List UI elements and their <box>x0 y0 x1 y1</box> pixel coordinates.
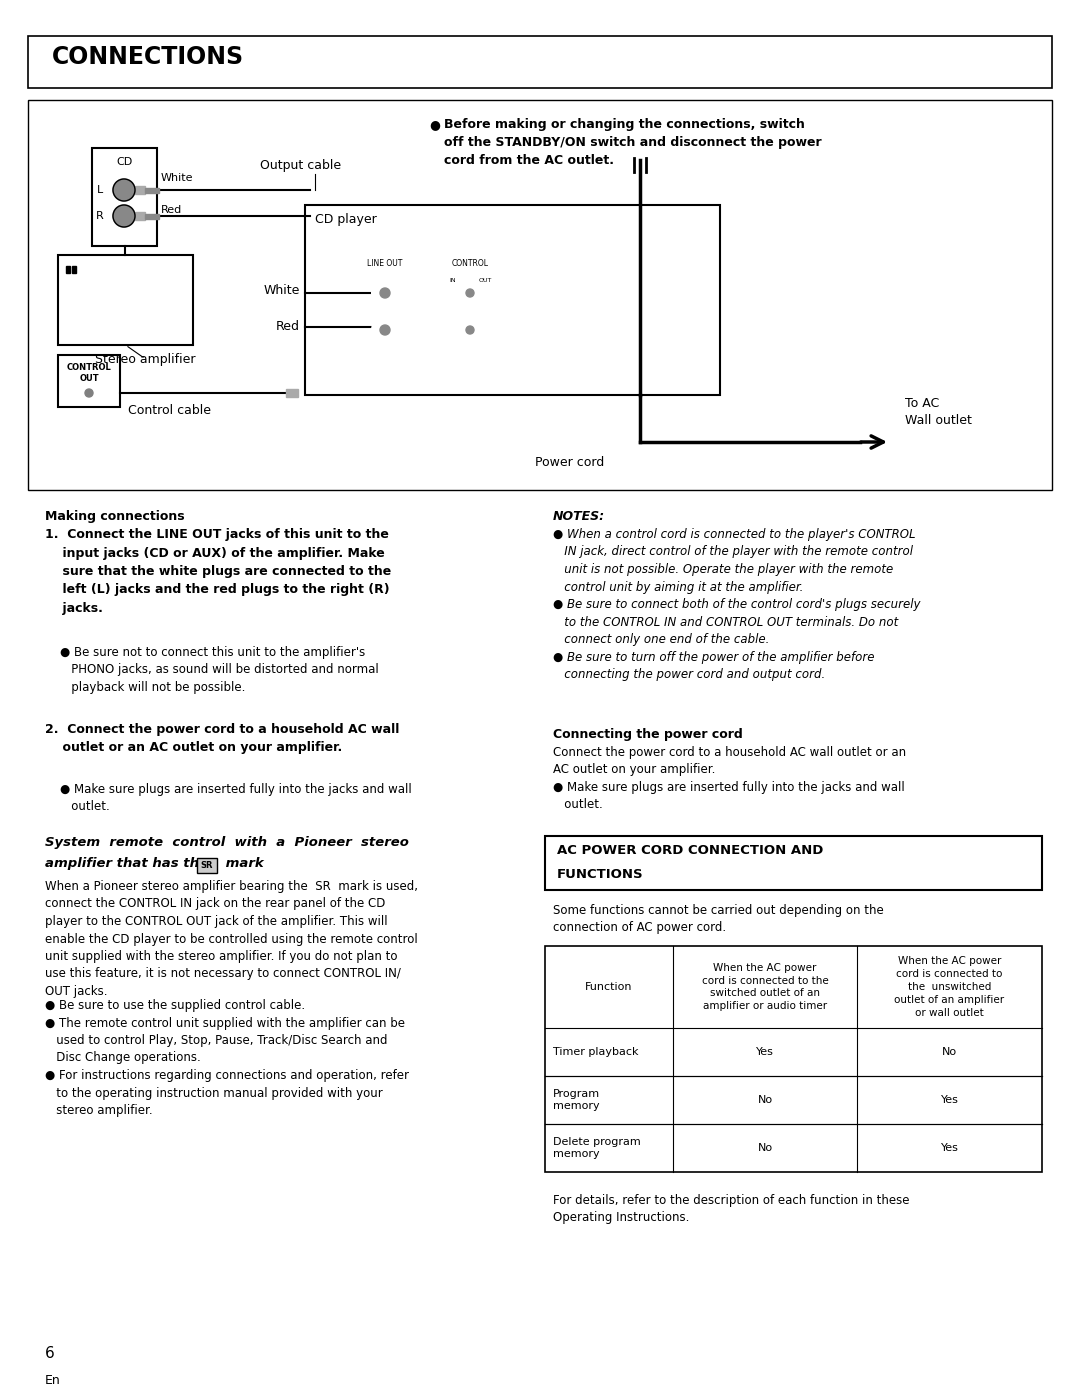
Text: ● Be sure not to connect this unit to the amplifier's
   PHONO jacks, as sound w: ● Be sure not to connect this unit to th… <box>60 645 379 694</box>
Bar <box>545 835 1042 890</box>
Bar <box>28 36 1052 88</box>
Circle shape <box>372 317 399 344</box>
Text: OUT: OUT <box>478 278 491 282</box>
Circle shape <box>97 279 123 306</box>
Circle shape <box>372 279 399 306</box>
Bar <box>286 388 298 397</box>
Circle shape <box>113 179 135 201</box>
Bar <box>197 858 217 873</box>
Text: To AC
Wall outlet: To AC Wall outlet <box>905 397 972 427</box>
Text: When a Pioneer stereo amplifier bearing the  SR  mark is used,
connect the CONTR: When a Pioneer stereo amplifier bearing … <box>45 880 418 997</box>
Circle shape <box>121 212 127 219</box>
Circle shape <box>465 326 474 334</box>
Text: ● Make sure plugs are inserted fully into the jacks and wall
   outlet.: ● Make sure plugs are inserted fully int… <box>60 782 411 813</box>
Text: LINE OUT: LINE OUT <box>367 258 403 267</box>
Circle shape <box>85 388 93 397</box>
Text: When the AC power
cord is connected to the
switched outlet of an
amplifier or au: When the AC power cord is connected to t… <box>702 963 828 1011</box>
Circle shape <box>380 326 390 335</box>
Text: Some functions cannot be carried out depending on the
connection of AC power cor: Some functions cannot be carried out dep… <box>553 904 883 935</box>
Circle shape <box>380 288 390 298</box>
Text: Program
memory: Program memory <box>553 1090 600 1111</box>
Text: NOTES:: NOTES: <box>553 510 605 522</box>
Text: 6: 6 <box>45 1345 55 1361</box>
Text: Yes: Yes <box>941 1095 958 1105</box>
Bar <box>66 265 70 272</box>
Circle shape <box>116 182 132 198</box>
Circle shape <box>113 205 135 226</box>
Text: Delete program
memory: Delete program memory <box>553 1137 640 1158</box>
Text: Connecting the power cord: Connecting the power cord <box>553 728 743 740</box>
Bar <box>145 214 159 218</box>
Text: No: No <box>757 1143 772 1153</box>
Bar <box>92 148 157 246</box>
Text: Function: Function <box>585 982 633 992</box>
Circle shape <box>153 284 171 302</box>
Bar <box>545 946 1042 1172</box>
Text: Timer playback: Timer playback <box>553 1046 638 1058</box>
Text: IN: IN <box>449 278 457 282</box>
Circle shape <box>121 187 127 193</box>
Circle shape <box>80 384 98 402</box>
Circle shape <box>465 289 474 298</box>
Text: Red: Red <box>276 320 300 334</box>
Bar <box>135 212 145 219</box>
Bar <box>72 265 76 272</box>
Text: ●: ● <box>430 117 445 131</box>
Bar <box>145 187 159 193</box>
Text: CD: CD <box>117 156 133 168</box>
Text: White: White <box>264 284 300 296</box>
Text: En: En <box>45 1373 60 1386</box>
Text: Control cable: Control cable <box>129 405 211 418</box>
Text: Before making or changing the connections, switch
off the STANDBY/ON switch and : Before making or changing the connection… <box>444 117 822 168</box>
Text: amplifier that has the: amplifier that has the <box>45 856 208 870</box>
Text: L: L <box>97 184 103 196</box>
Circle shape <box>127 279 153 306</box>
Bar <box>305 205 720 395</box>
Text: For details, refer to the description of each function in these
Operating Instru: For details, refer to the description of… <box>553 1194 909 1225</box>
Text: ● When a control cord is connected to the player's CONTROL
   IN jack, direct co: ● When a control cord is connected to th… <box>553 528 920 680</box>
Text: 1.  Connect the LINE OUT jacks of this unit to the
    input jacks (CD or AUX) o: 1. Connect the LINE OUT jacks of this un… <box>45 528 391 615</box>
Text: Output cable: Output cable <box>260 159 341 172</box>
Text: Making connections: Making connections <box>45 510 185 522</box>
Text: mark: mark <box>221 856 264 870</box>
Text: FUNCTIONS: FUNCTIONS <box>557 869 644 882</box>
Text: Stereo amplifier: Stereo amplifier <box>95 352 195 366</box>
Text: Yes: Yes <box>941 1143 958 1153</box>
Text: System  remote  control  with  a  Pioneer  stereo: System remote control with a Pioneer ste… <box>45 835 409 849</box>
Text: AC POWER CORD CONNECTION AND: AC POWER CORD CONNECTION AND <box>557 845 823 858</box>
Text: R: R <box>96 211 104 221</box>
Circle shape <box>71 281 95 305</box>
Text: CONTROL
OUT: CONTROL OUT <box>67 363 111 383</box>
Circle shape <box>459 319 481 341</box>
Text: No: No <box>942 1046 957 1058</box>
Text: CONTROL: CONTROL <box>451 258 488 267</box>
Text: Red: Red <box>161 205 183 215</box>
Text: Yes: Yes <box>756 1046 774 1058</box>
Bar <box>135 186 145 194</box>
Circle shape <box>116 208 132 224</box>
Circle shape <box>459 282 481 305</box>
Text: CONNECTIONS: CONNECTIONS <box>52 45 244 68</box>
Text: SR: SR <box>201 862 213 870</box>
Bar <box>28 101 1052 490</box>
Bar <box>58 355 120 407</box>
Text: When the AC power
cord is connected to
the  unswitched
outlet of an amplifier
or: When the AC power cord is connected to t… <box>894 957 1004 1017</box>
Text: 2.  Connect the power cord to a household AC wall
    outlet or an AC outlet on : 2. Connect the power cord to a household… <box>45 724 400 754</box>
Text: CD player: CD player <box>315 212 377 225</box>
Bar <box>58 256 193 345</box>
Text: Connect the power cord to a household AC wall outlet or an
AC outlet on your amp: Connect the power cord to a household AC… <box>553 746 906 812</box>
Text: ● Be sure to use the supplied control cable.
● The remote control unit supplied : ● Be sure to use the supplied control ca… <box>45 999 409 1118</box>
Text: Power cord: Power cord <box>536 455 605 468</box>
Text: No: No <box>757 1095 772 1105</box>
Text: White: White <box>161 173 193 183</box>
